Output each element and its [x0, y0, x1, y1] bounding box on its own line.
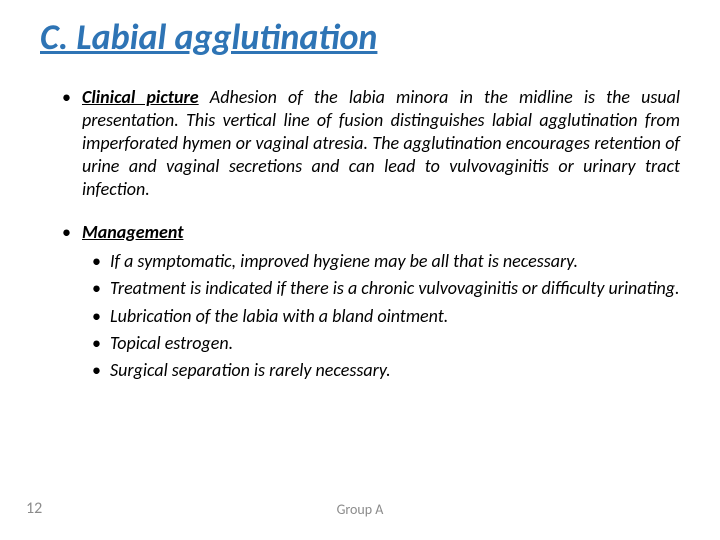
footer-text: Group A	[0, 501, 720, 518]
section-heading: Management	[82, 221, 183, 243]
slide: C. Labial agglutination Clinical picture…	[0, 0, 720, 540]
section-clinical-picture: Clinical picture Adhesion of the labia m…	[82, 86, 680, 201]
content-list: Clinical picture Adhesion of the labia m…	[40, 86, 680, 383]
list-item: Lubrication of the labia with a bland oi…	[110, 305, 680, 328]
section-heading: Clinical picture	[82, 86, 199, 108]
management-list: If a symptomatic, improved hygiene may b…	[82, 250, 680, 383]
slide-title: C. Labial agglutination	[40, 18, 680, 58]
section-management: Management If a symptomatic, improved hy…	[82, 221, 680, 383]
list-item: If a symptomatic, improved hygiene may b…	[110, 250, 680, 273]
list-item: Surgical separation is rarely necessary.	[110, 359, 680, 382]
list-item: Treatment is indicated if there is a chr…	[110, 277, 680, 300]
list-item: Topical estrogen.	[110, 332, 680, 355]
